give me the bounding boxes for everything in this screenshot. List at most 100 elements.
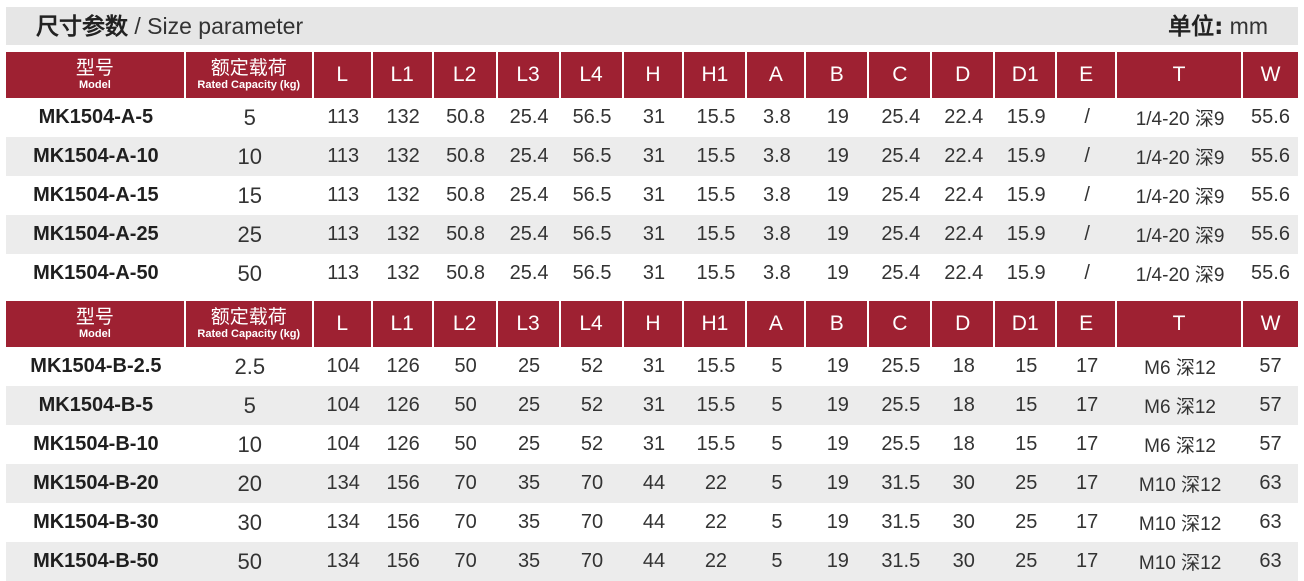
cell-l4: 56.5: [560, 98, 624, 137]
cell-l3: 25: [497, 425, 561, 464]
capacity-cell: 20: [185, 464, 314, 503]
cell-t: 1/4-20 深9: [1117, 254, 1244, 293]
cell-d1: 15: [995, 386, 1058, 425]
cell-h1: 15.5: [684, 176, 748, 215]
table-row: MK1504-A-25 25 113 132 50.8 25.4 56.5 31 15.5 3.8…: [6, 215, 1298, 254]
header-d1: D1: [995, 301, 1058, 347]
cell-l1: 156: [372, 464, 434, 503]
cell-l2: 50.8: [433, 215, 498, 254]
cell-l3: 25.4: [497, 254, 561, 293]
cell-h1: 22: [684, 464, 748, 503]
header-row: 型号 Model 额定载荷 Rated Capacity (kg) L L1 L2 L3 L4 H…: [6, 52, 1298, 98]
cell-l3: 35: [497, 542, 561, 581]
cell-l: 134: [313, 542, 373, 581]
header-c: C: [869, 301, 933, 347]
model-cell: MK1504-A-25: [6, 215, 186, 254]
table-row: MK1504-B-2.5 2.5 104 126 50 25 52 31 15.5 5 19 25.5…: [6, 347, 1298, 386]
cell-c: 31.5: [869, 464, 933, 503]
cell-b: 19: [806, 176, 870, 215]
cell-a: 3.8: [747, 176, 807, 215]
cell-l2: 50: [433, 347, 498, 386]
cell-c: 25.4: [869, 254, 933, 293]
cell-a: 5: [747, 542, 807, 581]
header-l2: L2: [433, 301, 498, 347]
cell-l: 134: [313, 503, 373, 542]
header-l4: L4: [560, 301, 624, 347]
cell-c: 25.5: [869, 386, 933, 425]
cell-w: 55.6: [1243, 98, 1298, 137]
header-model-cn: 型号: [75, 306, 114, 328]
cell-t: 1/4-20 深9: [1117, 137, 1244, 176]
cell-l1: 132: [372, 137, 434, 176]
header-l3: L3: [497, 301, 561, 347]
header-model: 型号 Model: [6, 52, 186, 98]
header-h: H: [623, 52, 685, 98]
cell-l1: 126: [372, 347, 434, 386]
cell-l3: 25.4: [497, 176, 561, 215]
cell-b: 19: [806, 254, 870, 293]
cell-e: /: [1057, 254, 1118, 293]
cell-l1: 132: [372, 176, 434, 215]
cell-w: 55.6: [1243, 215, 1298, 254]
cell-d1: 15: [995, 425, 1058, 464]
cell-b: 19: [806, 386, 870, 425]
header-a: A: [747, 52, 807, 98]
cell-h: 31: [623, 176, 685, 215]
cell-w: 63: [1243, 464, 1298, 503]
unit-value: mm: [1223, 13, 1268, 39]
cell-d1: 15.9: [995, 98, 1058, 137]
cell-l1: 132: [372, 215, 434, 254]
cell-e: /: [1057, 176, 1118, 215]
cell-t: M10 深12: [1117, 464, 1244, 503]
cell-d1: 15: [995, 347, 1058, 386]
capacity-cell: 50: [185, 542, 314, 581]
cell-h: 31: [623, 98, 685, 137]
cell-c: 25.4: [869, 176, 933, 215]
model-cell: MK1504-A-10: [6, 137, 186, 176]
cell-l1: 156: [372, 542, 434, 581]
cell-e: 17: [1057, 503, 1118, 542]
cell-l3: 25: [497, 386, 561, 425]
cell-w: 55.6: [1243, 254, 1298, 293]
header-model: 型号 Model: [6, 301, 186, 347]
cell-h1: 22: [684, 503, 748, 542]
cell-d: 30: [932, 464, 996, 503]
cell-a: 5: [747, 347, 807, 386]
cell-l2: 70: [433, 542, 498, 581]
cell-b: 19: [806, 215, 870, 254]
title-separator: /: [128, 13, 148, 39]
header-l1: L1: [372, 52, 434, 98]
unit-label-cn: 单位:: [1168, 14, 1224, 40]
cell-l3: 35: [497, 503, 561, 542]
cell-t: 1/4-20 深9: [1117, 176, 1244, 215]
header-capacity: 额定载荷 Rated Capacity (kg): [185, 301, 314, 347]
page-title: 尺寸参数 / Size parameter: [36, 7, 303, 46]
cell-l: 113: [313, 254, 373, 293]
title-cn: 尺寸参数: [36, 14, 128, 40]
header-w: W: [1243, 52, 1298, 98]
model-cell: MK1504-A-5: [6, 98, 186, 137]
cell-l: 113: [313, 98, 373, 137]
cell-l1: 132: [372, 254, 434, 293]
cell-b: 19: [806, 425, 870, 464]
header-capacity: 额定载荷 Rated Capacity (kg): [185, 52, 314, 98]
cell-b: 19: [806, 464, 870, 503]
spec-table-b: 型号 Model 额定载荷 Rated Capacity (kg) L L1 L2 L3 L4 H…: [6, 301, 1298, 581]
cell-c: 25.5: [869, 425, 933, 464]
cell-l4: 70: [560, 503, 624, 542]
cell-a: 5: [747, 464, 807, 503]
cell-c: 25.5: [869, 347, 933, 386]
cell-d: 22.4: [932, 176, 996, 215]
cell-h1: 15.5: [684, 425, 748, 464]
model-cell: MK1504-B-10: [6, 425, 186, 464]
cell-h: 44: [623, 542, 685, 581]
cell-c: 25.4: [869, 215, 933, 254]
header-row: 型号 Model 额定载荷 Rated Capacity (kg) L L1 L2 L3 L4 H…: [6, 301, 1298, 347]
cell-t: M6 深12: [1117, 425, 1244, 464]
cell-l2: 70: [433, 464, 498, 503]
cell-w: 57: [1243, 425, 1298, 464]
cell-w: 57: [1243, 347, 1298, 386]
cell-h1: 15.5: [684, 98, 748, 137]
capacity-cell: 2.5: [185, 347, 314, 386]
cell-c: 31.5: [869, 542, 933, 581]
